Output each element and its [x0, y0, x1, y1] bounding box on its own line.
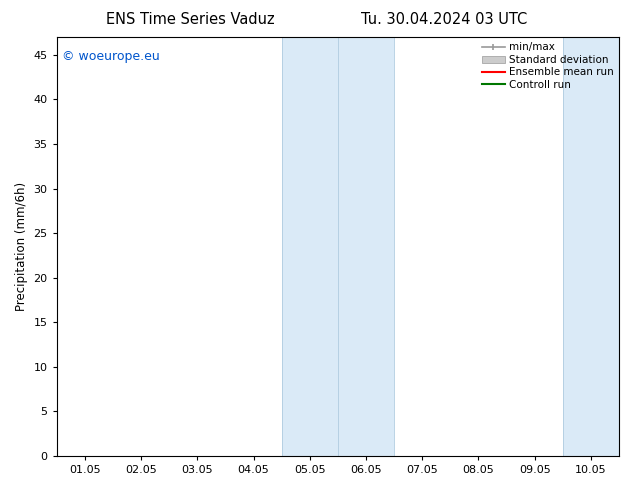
- Text: ENS Time Series Vaduz: ENS Time Series Vaduz: [106, 12, 275, 27]
- Legend: min/max, Standard deviation, Ensemble mean run, Controll run: min/max, Standard deviation, Ensemble me…: [480, 40, 616, 92]
- Y-axis label: Precipitation (mm/6h): Precipitation (mm/6h): [15, 182, 28, 311]
- Bar: [281, 37, 394, 456]
- Bar: [563, 37, 619, 456]
- Text: © woeurope.eu: © woeurope.eu: [62, 49, 160, 63]
- Text: Tu. 30.04.2024 03 UTC: Tu. 30.04.2024 03 UTC: [361, 12, 527, 27]
